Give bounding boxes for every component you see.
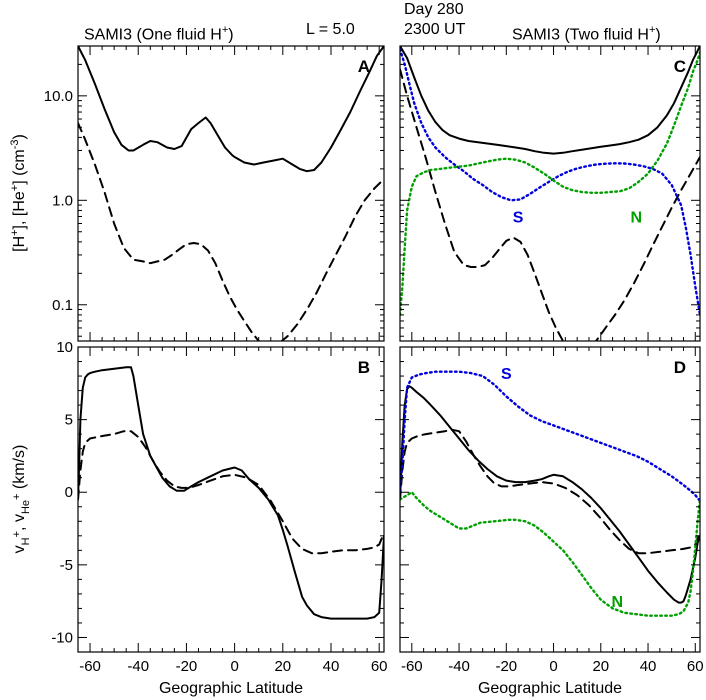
- panel-c-series-h--solid: [400, 46, 700, 155]
- panel-d-annotation-n: N: [612, 594, 624, 611]
- bottom-ylabel-part: (km/s): [11, 445, 28, 494]
- panel-d-series-vhe--dashed: [400, 428, 700, 555]
- panel-d-xtick-label: 40: [640, 658, 657, 675]
- panel-d-xlabel: Geographic Latitude: [478, 680, 622, 697]
- panel-b-xtick-label: 60: [371, 658, 388, 675]
- panel-a-ytick-label: 1.0: [52, 192, 73, 209]
- panel-d-annotation-s: S: [501, 366, 512, 383]
- panel-b-xtick-label: 20: [274, 658, 291, 675]
- panel-b-xtick-label: -20: [176, 658, 198, 675]
- top-ylabel-part: -3: [9, 139, 21, 149]
- top-ylabel-part: ] (cm: [11, 149, 28, 185]
- top-ylabel-part: [H: [11, 236, 28, 252]
- panel-a-frame: [77, 45, 385, 342]
- panel-d-letter: D: [674, 358, 686, 377]
- panel-b-xtick-label: 0: [230, 658, 238, 675]
- panel-d-series-s-dotted: [400, 370, 700, 503]
- panel-b-xtick-label: -60: [79, 658, 101, 675]
- top-ylabel: [H+], [He+] (cm-3): [9, 134, 28, 252]
- ut-label: 2300 UT: [404, 21, 466, 38]
- panel-b-letter: B: [358, 358, 370, 377]
- panel-c-series-he--dashed: [400, 68, 700, 341]
- panel-c-series-s-dotted: [400, 47, 700, 317]
- bottom-ylabel-part: v: [11, 545, 28, 553]
- panel-a-series-h--solid: [78, 46, 384, 173]
- left-panel-title: SAMI3 (One fluid H+): [84, 24, 234, 44]
- panel-b-series-vh--solid: [78, 366, 384, 620]
- panel-b-ytick-label: 10: [56, 339, 73, 356]
- panel-d-xtick-label: 60: [687, 658, 704, 675]
- bottom-ylabel: vH+, vHe+ (km/s): [11, 445, 32, 554]
- panel-b-xtick-label: -40: [127, 658, 149, 675]
- panel-d-xtick-label: 0: [549, 658, 557, 675]
- panel-d-xtick-label: -40: [448, 658, 470, 675]
- panel-b-series-vhe--dashed: [78, 430, 384, 555]
- panel-b-ytick-label: -5: [60, 557, 73, 574]
- bottom-ylabel-part: H: [20, 537, 32, 545]
- top-ylabel-part: ): [11, 134, 28, 139]
- panel-c-series-n-dotted: [400, 51, 700, 317]
- day-label: Day 280: [404, 1, 464, 18]
- panel-b-ytick-label: 0: [65, 484, 73, 501]
- l-shell-value: L = 5.0: [306, 21, 355, 38]
- panel-b-ytick-label: -10: [51, 629, 73, 646]
- top-ylabel-part: +: [9, 185, 21, 191]
- right-panel-title: SAMI3 (Two fluid H+): [512, 24, 661, 44]
- panel-c-annotation-s: S: [513, 209, 524, 226]
- panel-a-letter: A: [358, 57, 370, 76]
- bottom-ylabel-part: +: [11, 494, 23, 500]
- panel-d-xtick-label: -20: [495, 658, 517, 675]
- panel-c-frame: [399, 45, 701, 342]
- panel-d-xtick-label: -60: [401, 658, 423, 675]
- panel-d-series-n-dotted: [400, 491, 700, 617]
- panel-a-ytick-label: 0.1: [52, 297, 73, 314]
- bottom-ylabel-part: , v: [11, 514, 28, 531]
- panel-d-frame: [399, 346, 701, 653]
- bottom-ylabel-part: He: [20, 500, 32, 514]
- panel-c-annotation-n: N: [630, 209, 642, 226]
- top-ylabel-part: ], [He: [11, 191, 28, 229]
- panel-a-series-he--dashed: [78, 122, 384, 341]
- panel-c-letter: C: [674, 57, 686, 76]
- panel-b-xtick-label: 40: [323, 658, 340, 675]
- panel-d-series-vh--solid: [400, 385, 700, 604]
- panel-b-frame: [77, 346, 385, 653]
- panel-a-ytick-label: 10.0: [44, 88, 73, 105]
- bottom-ylabel-part: +: [11, 531, 23, 537]
- panel-d-xtick-label: 20: [592, 658, 609, 675]
- panel-b-xlabel: Geographic Latitude: [159, 680, 303, 697]
- panel-b-ytick-label: 5: [65, 412, 73, 429]
- top-ylabel-part: +: [9, 229, 21, 235]
